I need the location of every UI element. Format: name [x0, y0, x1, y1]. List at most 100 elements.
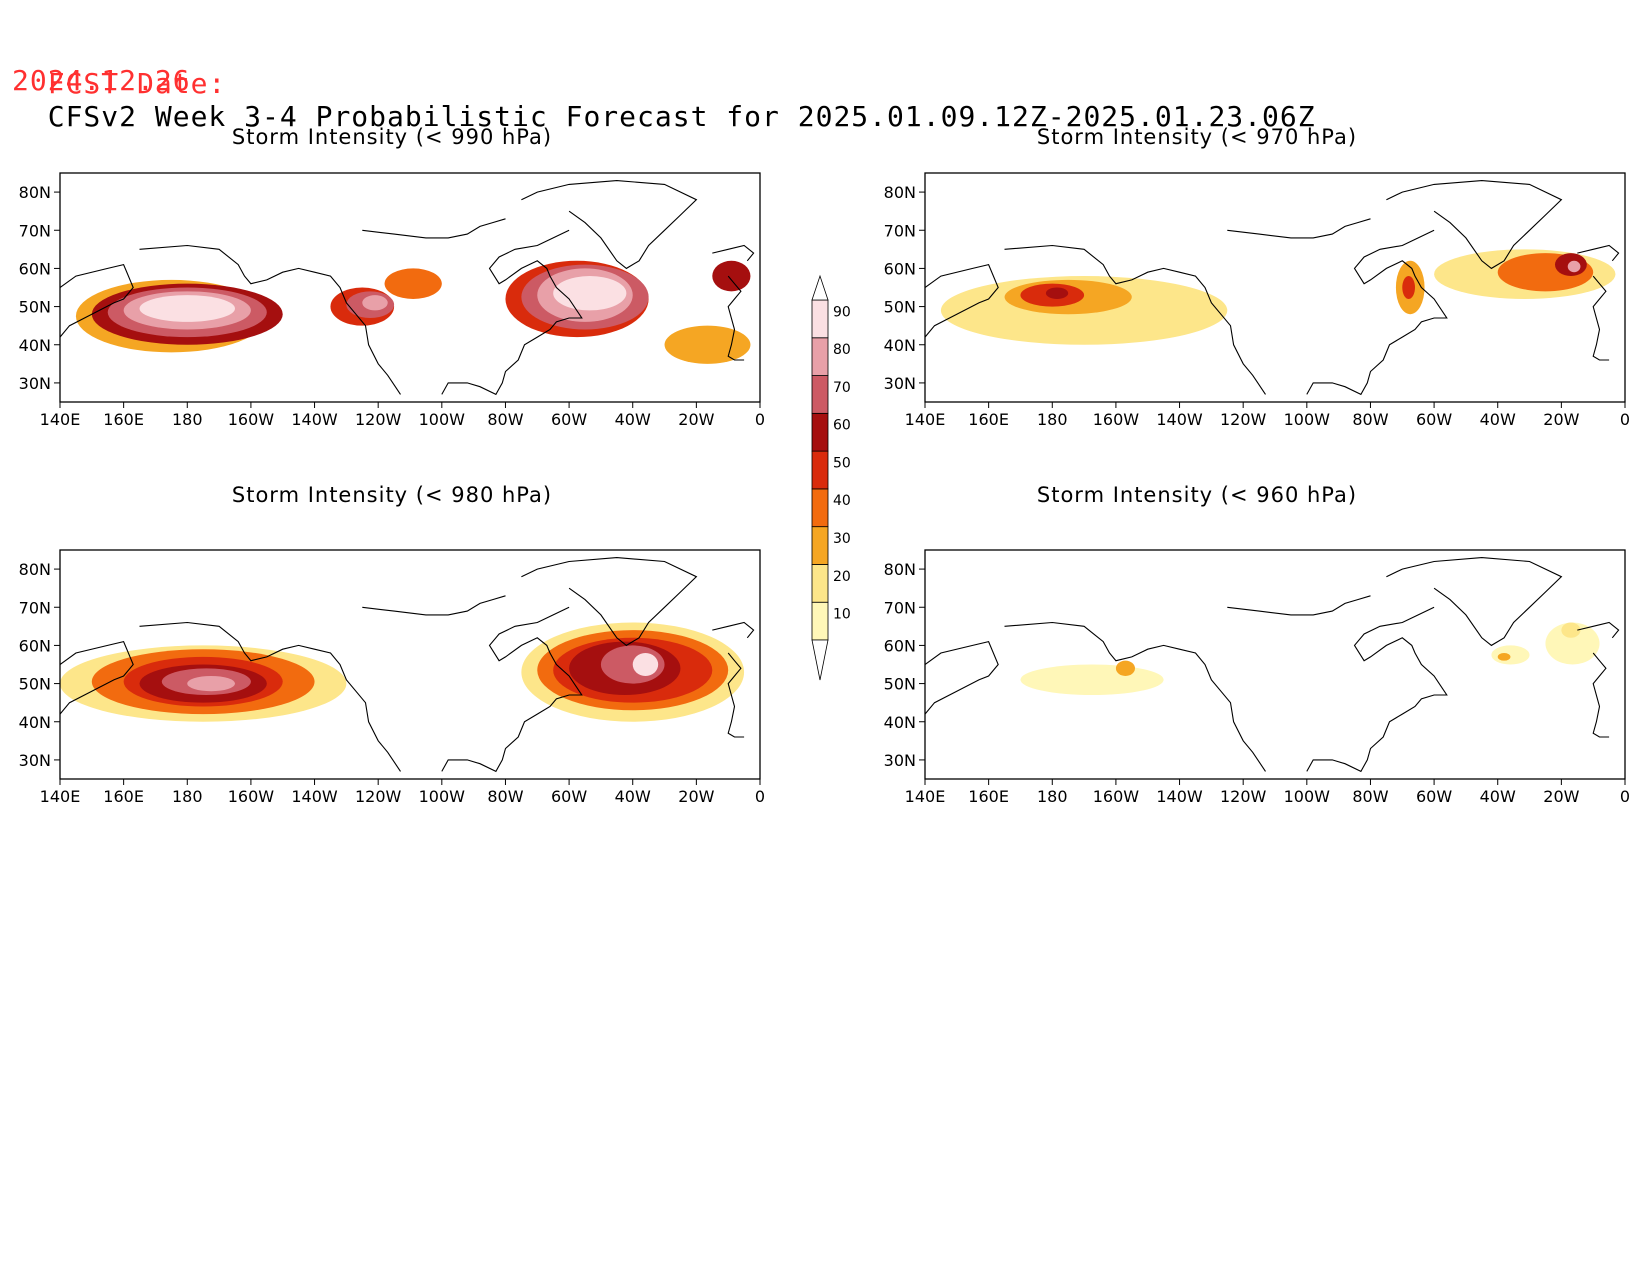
lon-tick-label: 100W: [1284, 410, 1331, 429]
map-frame: [924, 549, 1626, 780]
coastline: [1577, 621, 1620, 639]
colorbar-label: 90: [833, 304, 851, 320]
probability-region: [712, 260, 751, 292]
fcst-date-label: FCST Date:: [47, 67, 227, 100]
coastline: [521, 557, 698, 647]
lat-tick-label: 30N: [884, 374, 916, 393]
colorbar-bottom-arrow: [811, 639, 829, 681]
lon-tick-label: 80W: [1352, 410, 1388, 429]
lon-tick-label: 120W: [1220, 410, 1267, 429]
lon-tick-label: 60W: [551, 410, 587, 429]
coastline: [521, 180, 698, 270]
coastline: [727, 275, 745, 361]
lat-tick-label: 40N: [19, 336, 51, 355]
forecast-title: CFSv2 Week 3-4 Probabilistic Forecast fo…: [47, 100, 1316, 133]
coastline: [441, 606, 583, 773]
lon-tick-label: 160E: [968, 787, 1009, 806]
lon-tick-label: 180: [1037, 787, 1068, 806]
coastline: [1592, 652, 1610, 738]
lat-tick-label: 60N: [19, 259, 51, 278]
lon-tick-label: 160W: [228, 410, 275, 429]
lat-tick-label: 40N: [884, 336, 916, 355]
lat-tick-label: 70N: [884, 598, 916, 617]
panel-title-980: Storm Intensity (< 980 hPa): [231, 483, 553, 507]
coastline: [362, 218, 506, 239]
probability-region: [1115, 660, 1136, 676]
colorbar-swatch: [811, 564, 829, 603]
lon-tick-label: 160W: [1093, 787, 1140, 806]
probability-region: [553, 276, 627, 311]
coastline: [1004, 621, 1266, 772]
panel-title-990: Storm Intensity (< 990 hPa): [231, 125, 553, 149]
lon-tick-label: 180: [172, 787, 203, 806]
lon-tick-label: 40W: [615, 410, 651, 429]
lon-tick-label: 20W: [1543, 787, 1579, 806]
lon-tick-label: 20W: [678, 787, 714, 806]
panel-title-970: Storm Intensity (< 970 hPa): [1036, 125, 1358, 149]
map-panel-960: [925, 550, 1625, 779]
colorbar-label: 80: [833, 342, 851, 358]
lon-tick-label: 120W: [355, 787, 402, 806]
lon-tick-label: 80W: [487, 410, 523, 429]
probability-region: [632, 653, 659, 676]
lat-tick-label: 30N: [19, 374, 51, 393]
coastline: [60, 263, 134, 338]
lon-tick-label: 80W: [487, 787, 523, 806]
lat-tick-label: 70N: [19, 221, 51, 240]
probability-region: [362, 295, 388, 311]
coastline: [1004, 244, 1266, 395]
colorbar-swatch: [811, 299, 829, 339]
lon-tick-label: 80W: [1352, 787, 1388, 806]
colorbar-label: 20: [833, 569, 851, 585]
coastline: [441, 229, 583, 396]
map-panel-970: [925, 173, 1625, 402]
map-panel-990: [60, 173, 760, 402]
coastline: [139, 621, 401, 772]
lat-tick-label: 40N: [19, 713, 51, 732]
lon-tick-label: 140E: [40, 787, 81, 806]
lon-tick-label: 100W: [1284, 787, 1331, 806]
lon-tick-label: 0: [755, 410, 765, 429]
coastline: [925, 263, 999, 338]
lon-tick-label: 100W: [419, 787, 466, 806]
coastline: [1577, 244, 1620, 262]
lon-tick-label: 160W: [1093, 410, 1140, 429]
lon-tick-label: 160W: [228, 787, 275, 806]
coastline: [1306, 606, 1448, 773]
fcst-date-value: 2024.12.26: [12, 64, 191, 97]
colorbar-swatch: [811, 412, 829, 452]
lon-tick-label: 160E: [103, 787, 144, 806]
lon-tick-label: 20W: [678, 410, 714, 429]
colorbar-swatch: [811, 450, 829, 490]
probability-region: [384, 268, 442, 299]
colorbar-swatch: [811, 375, 829, 414]
coastline: [727, 652, 745, 738]
lon-tick-label: 160E: [103, 410, 144, 429]
colorbar-label: 40: [833, 493, 851, 509]
probability-region: [1567, 260, 1581, 273]
probability-region: [1020, 664, 1164, 696]
lat-tick-label: 50N: [19, 298, 51, 317]
probability-region: [1497, 653, 1511, 661]
lon-tick-label: 20W: [1543, 410, 1579, 429]
lat-tick-label: 70N: [19, 598, 51, 617]
map-frame: [59, 549, 761, 780]
colorbar-label: 50: [833, 455, 851, 471]
lon-tick-label: 120W: [355, 410, 402, 429]
colorbar-label: 60: [833, 418, 851, 434]
lon-tick-label: 60W: [1416, 787, 1452, 806]
lon-tick-label: 140W: [291, 410, 338, 429]
lon-tick-label: 100W: [419, 410, 466, 429]
lat-tick-label: 70N: [884, 221, 916, 240]
coastline: [1386, 557, 1563, 647]
lon-tick-label: 40W: [615, 787, 651, 806]
coastline: [1227, 218, 1371, 239]
probability-region: [1545, 622, 1600, 665]
coastline: [60, 640, 134, 715]
colorbar-legend: 10 20 30 40 50 60 70 80 90: [811, 274, 851, 681]
lat-tick-label: 80N: [884, 183, 916, 202]
probability-region: [139, 295, 235, 322]
lon-tick-label: 160E: [968, 410, 1009, 429]
lon-tick-label: 180: [172, 410, 203, 429]
